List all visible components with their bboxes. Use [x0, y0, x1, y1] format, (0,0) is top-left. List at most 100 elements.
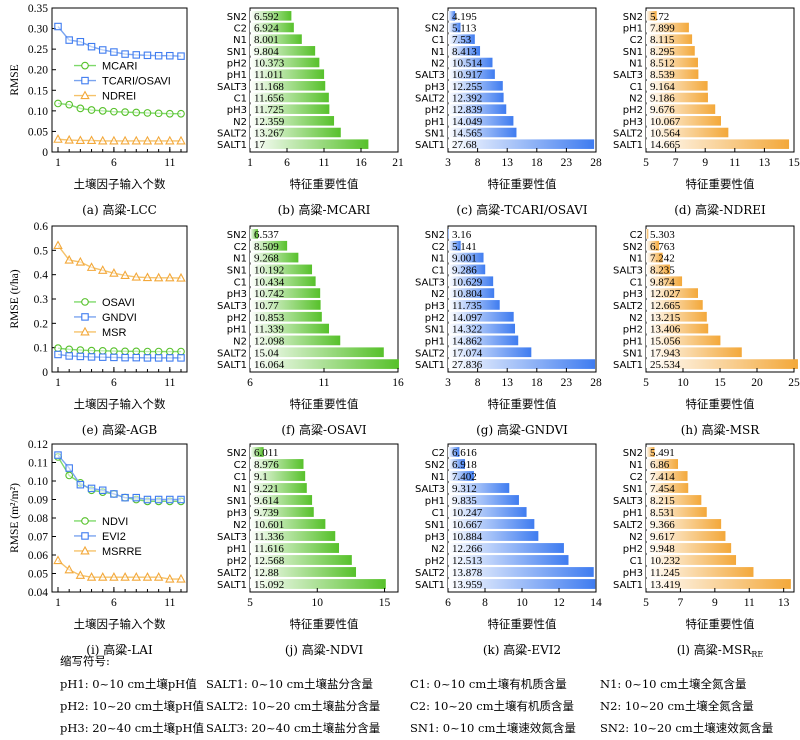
data-point	[65, 345, 74, 354]
category-label: SALT2	[415, 568, 445, 579]
value-label: 9.676	[650, 104, 675, 116]
panel-caption: (a) 高粱-LCC	[82, 202, 157, 217]
bar	[448, 579, 596, 589]
bar	[646, 276, 683, 287]
bar	[448, 543, 564, 553]
panel-caption: (d) 高粱-NDREI	[674, 202, 766, 217]
x-axis-label: 特征重要性值	[488, 177, 557, 191]
legend-marker	[81, 298, 89, 306]
bar-chart-g: SN2 3.16 C2 5.141 N1 9.001 C1 9.286 SALT3 10.629 N…	[415, 225, 602, 437]
bar	[646, 127, 729, 138]
category-label: SALT3	[613, 265, 643, 276]
x-tick-label: 11	[318, 157, 329, 169]
value-label: 9.001	[452, 253, 477, 265]
value-label: 15.056	[650, 335, 681, 347]
bar	[250, 276, 316, 287]
data-point	[98, 572, 108, 581]
value-label: 7.899	[650, 23, 675, 35]
value-label: 12.392	[452, 93, 482, 105]
y-tick-label: 0	[42, 367, 48, 379]
category-label: N1	[431, 254, 445, 265]
value-label: 12.098	[254, 335, 285, 347]
bar-chart-h: C2 5.303 SN2 6.763 N1 7.242 SALT3 8.235 C1 9.874 p…	[613, 225, 800, 437]
category-label: N2	[629, 532, 643, 543]
data-point	[165, 272, 175, 282]
value-label: 10.917	[452, 69, 483, 81]
category-label: SN1	[227, 47, 247, 58]
bar	[646, 139, 790, 149]
legend-marker	[81, 517, 89, 525]
data-point	[54, 344, 62, 353]
y-tick-label: 0.10	[28, 476, 48, 488]
value-label: 8.115	[650, 34, 675, 46]
value-label: 5.303	[650, 229, 675, 241]
y-tick-label: 0.30	[28, 24, 48, 36]
bar	[646, 531, 726, 541]
category-label: N2	[233, 117, 247, 128]
category-label: C2	[432, 448, 445, 459]
x-tick-label: 6	[284, 157, 290, 169]
legend-label: TCARI/OSAVI	[102, 76, 171, 88]
y-axis-label: RMSE (m²/m²)	[9, 483, 21, 553]
line-chart-e: 0 0.1 0.2 0.3 0.4 0.5 0.6 1 6 11 RMSE (t/ha) 土壤因子输入…	[9, 221, 188, 437]
bar	[646, 567, 754, 577]
value-label: 11.616	[254, 543, 284, 555]
category-label: C1	[234, 277, 247, 288]
category-label: SN2	[425, 24, 445, 35]
x-tick-label: 11	[164, 597, 175, 609]
x-axis-label: 特征重要性值	[488, 617, 557, 631]
bar	[250, 288, 321, 298]
category-label: pH3	[227, 508, 247, 519]
category-label: N1	[629, 460, 643, 471]
data-point	[53, 134, 63, 143]
data-point	[75, 135, 86, 145]
bar	[646, 495, 702, 505]
x-tick-label: 13	[778, 597, 790, 609]
bar	[646, 240, 660, 251]
panel-caption: (k) 高粱-EVI2	[483, 642, 561, 657]
category-label: pH3	[623, 117, 643, 128]
value-label: 13.406	[650, 324, 681, 336]
data-point	[64, 564, 74, 574]
bar	[448, 139, 595, 149]
value-label: 10.667	[452, 519, 483, 531]
data-point	[121, 347, 129, 356]
panel-caption: (l) 高粱-MSRRE	[677, 642, 764, 659]
data-point	[98, 265, 108, 274]
category-label: pH2	[227, 313, 247, 324]
x-tick-label: 16	[355, 157, 367, 169]
bar	[250, 447, 264, 457]
x-tick-label: 21	[392, 157, 404, 169]
category-label: pH2	[425, 313, 445, 324]
plot-frame	[51, 7, 188, 153]
bar	[646, 264, 670, 275]
x-tick-label: 13	[759, 157, 771, 169]
bar	[448, 116, 514, 126]
footnote-r0c2: C1: 0~10 cm土壤有机质含量	[410, 677, 567, 691]
data-point	[165, 347, 174, 356]
bar	[646, 459, 679, 469]
category-label: N1	[233, 254, 247, 265]
bar	[250, 567, 357, 577]
x-tick-label: 9	[712, 597, 718, 609]
bar	[448, 252, 484, 263]
y-tick-label: 0.6	[34, 221, 49, 233]
value-label: 11.168	[254, 81, 284, 93]
footnote-r2c1: SALT3: 20~40 cm土壤盐分含量	[206, 721, 381, 735]
y-tick-label: 0.3	[34, 294, 49, 306]
value-label: 12.88	[254, 567, 279, 579]
data-point	[109, 572, 119, 581]
x-tick-label: 23	[561, 157, 573, 169]
category-label: SN2	[227, 230, 247, 241]
category-label: pH1	[425, 336, 445, 347]
category-label: pH1	[227, 325, 247, 336]
category-label: SALT2	[613, 129, 643, 140]
data-point	[87, 106, 96, 114]
data-point	[121, 493, 129, 502]
panel-caption: (c) 高粱-TCARI/OSAVI	[456, 202, 587, 217]
value-label: 10.564	[650, 128, 681, 140]
legend-marker	[81, 532, 89, 540]
value-label: 10.373	[254, 58, 285, 70]
category-label: SALT2	[613, 301, 643, 312]
